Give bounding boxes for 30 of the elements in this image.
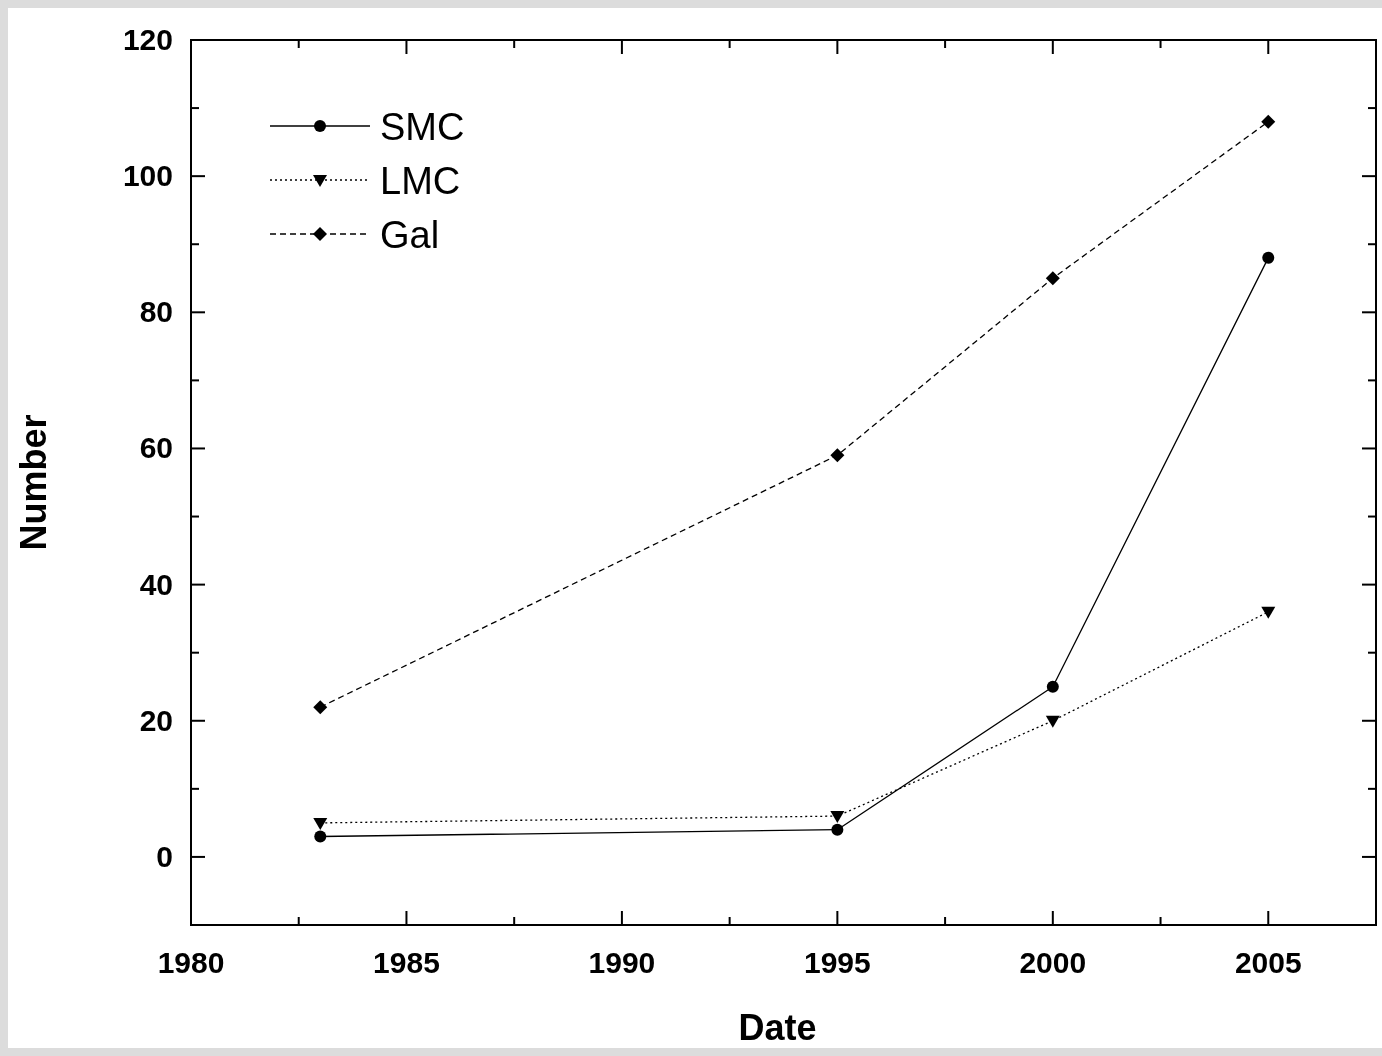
y-axis-title: Number bbox=[13, 414, 54, 551]
point bbox=[313, 700, 328, 715]
point bbox=[1045, 715, 1060, 728]
y-tick-label: 0 bbox=[156, 839, 173, 873]
point bbox=[1261, 114, 1276, 129]
x-tick-label: 1990 bbox=[588, 946, 656, 979]
point bbox=[830, 448, 845, 463]
legend-label: SMC bbox=[380, 106, 465, 148]
y-tick-label: 60 bbox=[139, 431, 173, 465]
y-tick-label: 80 bbox=[139, 295, 173, 329]
point bbox=[313, 817, 328, 830]
y-tick-label: 120 bbox=[122, 23, 173, 56]
x-tick-label: 2000 bbox=[1019, 946, 1087, 979]
y-tick-label: 100 bbox=[122, 159, 173, 193]
y-tick-label: 20 bbox=[139, 703, 173, 737]
point bbox=[314, 830, 327, 843]
point bbox=[1045, 271, 1060, 286]
x-tick-label: 1995 bbox=[803, 946, 871, 979]
x-tick-label: 1985 bbox=[373, 946, 440, 979]
point bbox=[1261, 606, 1276, 619]
point bbox=[830, 811, 845, 824]
point bbox=[1262, 251, 1275, 264]
legend-label: Gal bbox=[380, 214, 440, 256]
point bbox=[831, 823, 844, 836]
x-tick-label: 1980 bbox=[157, 946, 225, 979]
point bbox=[1046, 680, 1059, 693]
x-tick-label: 2005 bbox=[1234, 946, 1302, 979]
legend-label: LMC bbox=[380, 160, 461, 202]
y-tick-label: 40 bbox=[139, 567, 173, 601]
x-axis-title: Date bbox=[738, 1007, 817, 1048]
